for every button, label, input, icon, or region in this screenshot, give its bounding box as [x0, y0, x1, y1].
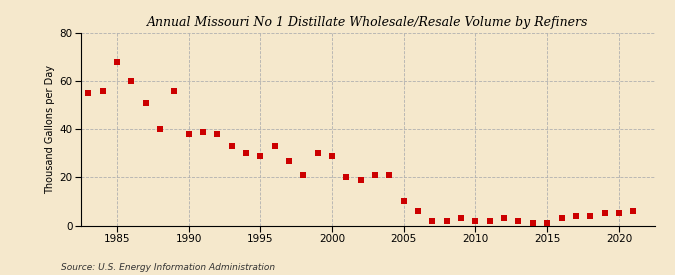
Point	[226, 144, 237, 148]
Point	[384, 173, 395, 177]
Text: Source: U.S. Energy Information Administration: Source: U.S. Energy Information Administ…	[61, 263, 275, 271]
Point	[513, 218, 524, 223]
Point	[542, 221, 553, 225]
Point	[485, 218, 495, 223]
Point	[398, 199, 409, 204]
Point	[327, 153, 338, 158]
Point	[183, 132, 194, 136]
Point	[298, 173, 308, 177]
Point	[83, 91, 94, 95]
Point	[111, 60, 122, 64]
Point	[599, 211, 610, 216]
Point	[427, 218, 438, 223]
Point	[628, 209, 639, 213]
Point	[284, 158, 294, 163]
Point	[614, 211, 624, 216]
Point	[212, 132, 223, 136]
Point	[456, 216, 466, 221]
Point	[499, 216, 510, 221]
Point	[198, 130, 209, 134]
Point	[126, 79, 136, 83]
Point	[370, 173, 381, 177]
Point	[470, 218, 481, 223]
Point	[570, 214, 581, 218]
Point	[556, 216, 567, 221]
Point	[140, 101, 151, 105]
Point	[255, 153, 266, 158]
Point	[269, 144, 280, 148]
Point	[355, 178, 366, 182]
Point	[341, 175, 352, 180]
Point	[527, 221, 538, 225]
Point	[585, 214, 595, 218]
Title: Annual Missouri No 1 Distillate Wholesale/Resale Volume by Refiners: Annual Missouri No 1 Distillate Wholesal…	[147, 16, 589, 29]
Point	[169, 89, 180, 93]
Point	[97, 89, 108, 93]
Point	[240, 151, 251, 155]
Point	[155, 127, 165, 131]
Point	[412, 209, 423, 213]
Point	[313, 151, 323, 155]
Y-axis label: Thousand Gallons per Day: Thousand Gallons per Day	[45, 65, 55, 194]
Point	[441, 218, 452, 223]
